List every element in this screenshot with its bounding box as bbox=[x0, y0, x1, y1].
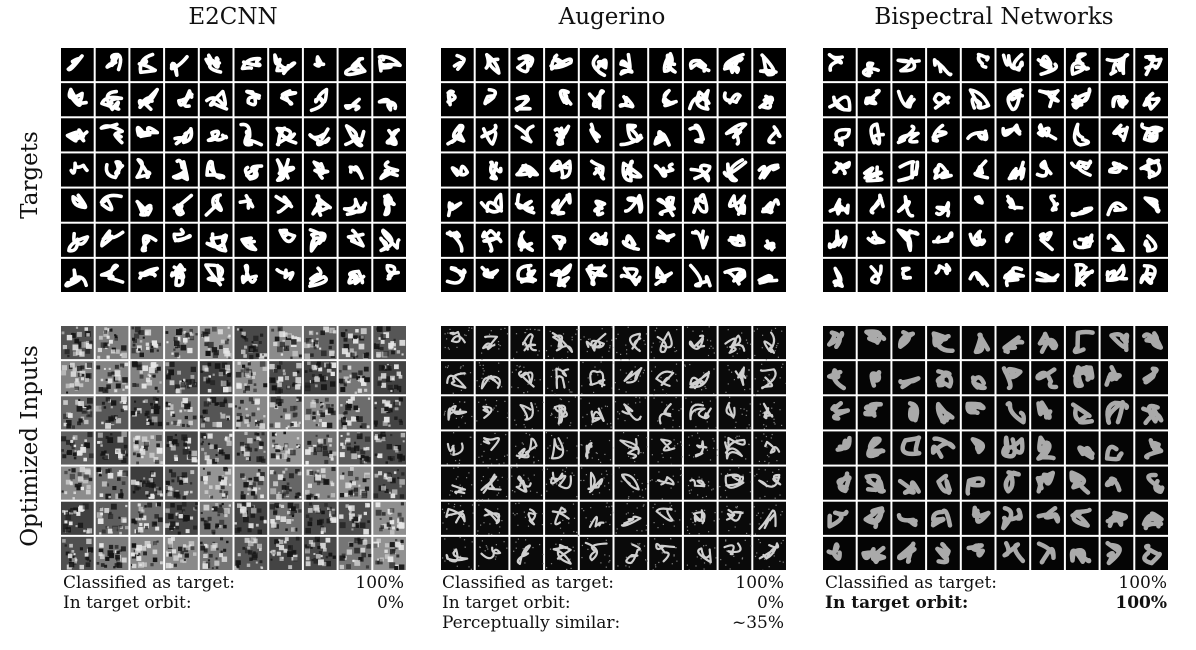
targets-grid-augerino bbox=[441, 48, 786, 292]
column-title-bispectral: Bispectral Networks bbox=[874, 4, 1114, 30]
caption-row-classified: Classified as target: 100% bbox=[63, 573, 404, 593]
optimized-grid-augerino bbox=[441, 326, 786, 570]
targets-grid-e2cnn bbox=[61, 48, 406, 292]
row-label-targets: Targets bbox=[17, 131, 43, 219]
caption-row-orbit: In target orbit: 100% bbox=[825, 593, 1167, 613]
row-label-optimized-inputs: Optimized Inputs bbox=[17, 345, 43, 547]
caption-e2cnn: Classified as target: 100% In target orbi… bbox=[63, 573, 404, 613]
caption-row-orbit: In target orbit: 0% bbox=[442, 593, 784, 613]
caption-row-classified: Classified as target: 100% bbox=[442, 573, 784, 593]
caption-row-classified: Classified as target: 100% bbox=[825, 573, 1167, 593]
caption-row-orbit: In target orbit: 0% bbox=[63, 593, 404, 613]
caption-row-perceptual: Perceptually similar: ~35% bbox=[442, 613, 784, 633]
caption-augerino: Classified as target: 100% In target orbi… bbox=[442, 573, 784, 633]
column-title-e2cnn: E2CNN bbox=[188, 4, 278, 30]
optimized-grid-e2cnn bbox=[61, 326, 406, 570]
caption-bispectral: Classified as target: 100% In target orbi… bbox=[825, 573, 1167, 613]
column-title-augerino: Augerino bbox=[558, 4, 666, 30]
optimized-grid-bispectral bbox=[823, 326, 1168, 570]
targets-grid-bispectral bbox=[823, 48, 1168, 292]
